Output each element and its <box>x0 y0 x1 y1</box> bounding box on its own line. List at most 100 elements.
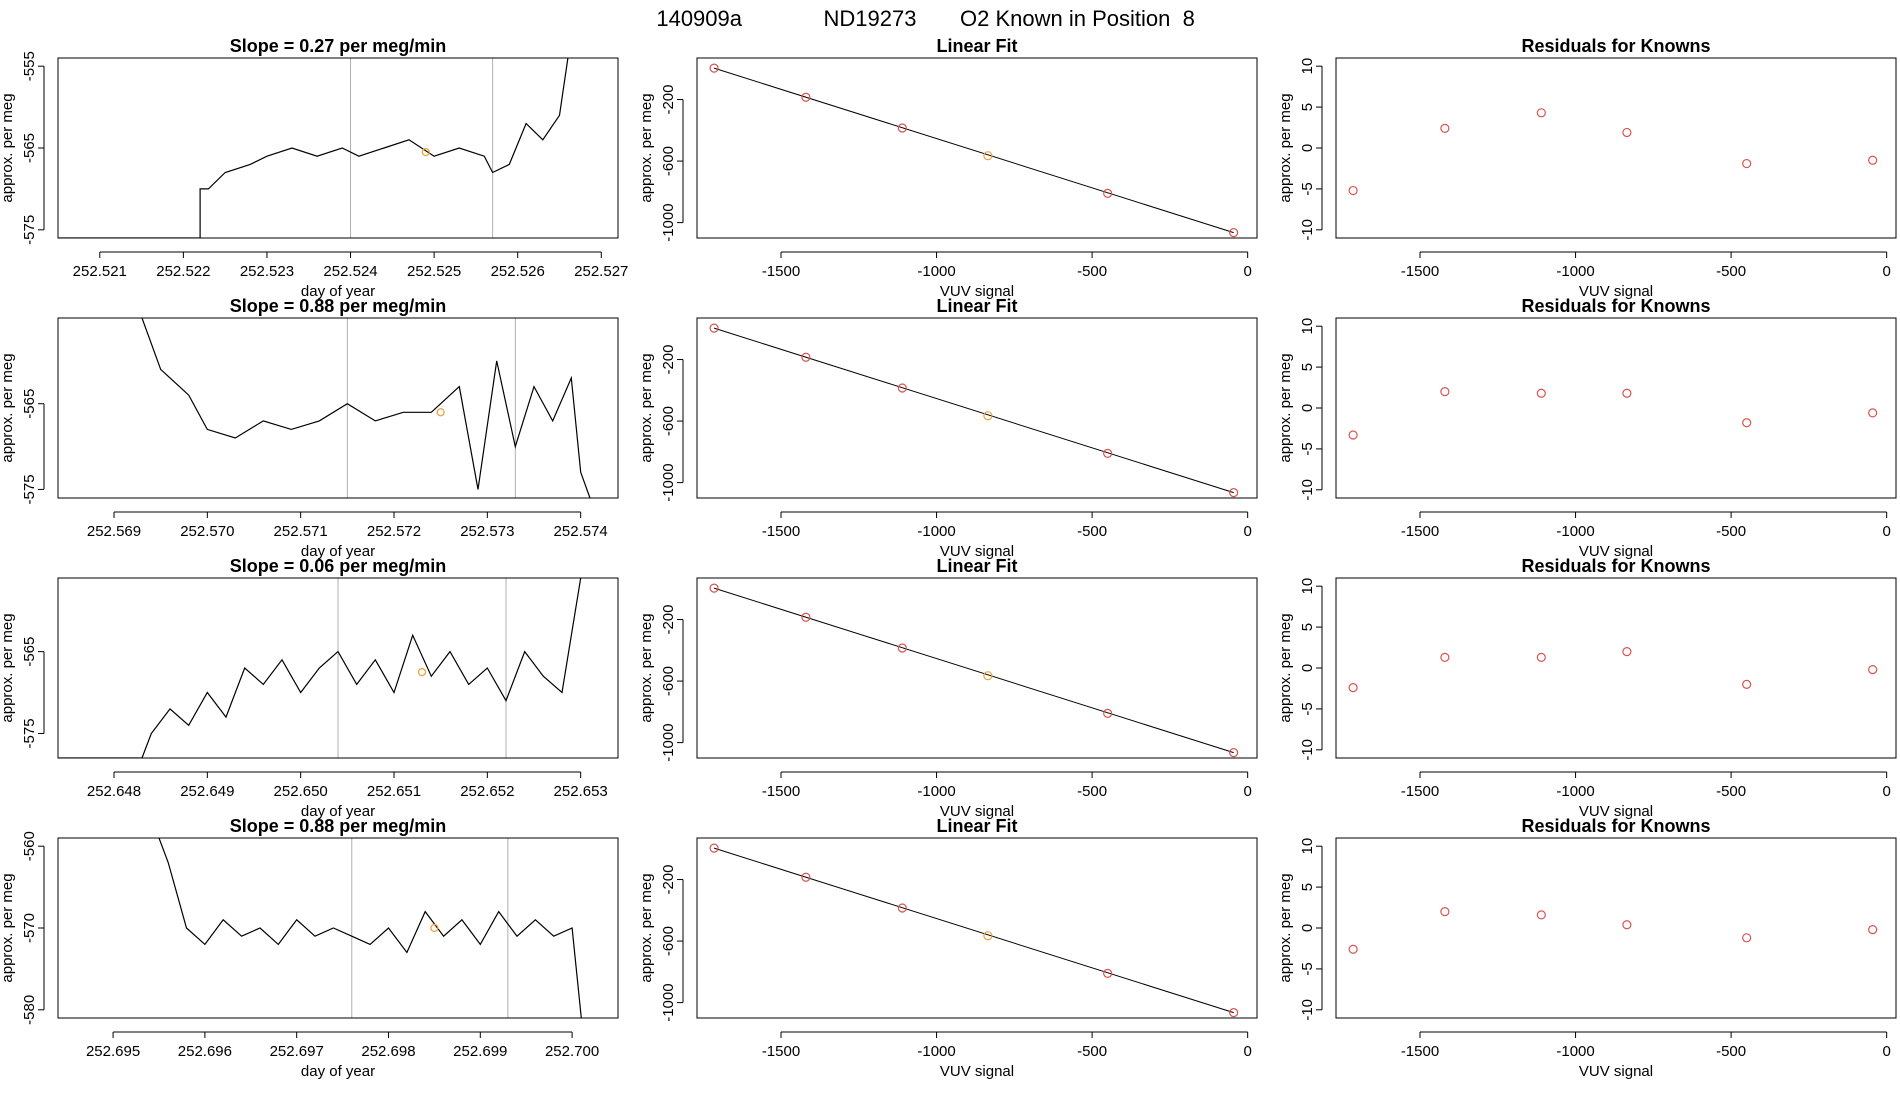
y-tick-label: -5 <box>1299 182 1316 195</box>
data-point <box>1103 708 1113 718</box>
chart-panel-trace-4: Slope = 0.88 per meg/min 252.695 252.696 25… <box>0 816 619 1080</box>
data-point <box>1348 430 1358 440</box>
x-tick-label: -1500 <box>1401 263 1439 280</box>
y-tick-label: -560 <box>21 831 38 861</box>
data-point <box>1348 683 1358 693</box>
y-axis-label: approx. per meg <box>0 873 16 982</box>
chart-panel-fit-3: Linear Fit -1500 -1000 -500 0 VUV signal -1000… <box>638 556 1258 820</box>
data-point <box>1229 748 1239 758</box>
data-point <box>1868 408 1878 418</box>
y-tick-label: -600 <box>660 406 677 436</box>
chart-panel-fit-1: Linear Fit -1500 -1000 -500 0 VUV signal -1000… <box>638 36 1258 300</box>
x-tick-label: -1000 <box>1556 263 1594 280</box>
x-tick-label: 252.653 <box>554 783 608 800</box>
panel-title: Residuals for Knowns <box>1521 556 1710 576</box>
data-point <box>1440 387 1450 397</box>
x-tick-label: 252.572 <box>367 523 421 540</box>
data-point <box>1742 158 1752 169</box>
x-tick-label: 252.698 <box>361 1043 415 1060</box>
signal-trace-line <box>141 318 591 498</box>
x-tick-label: -1000 <box>917 523 955 540</box>
y-axis-label: approx. per meg <box>1277 613 1294 722</box>
y-tick-label: -5 <box>1299 442 1316 455</box>
y-tick-label: 10 <box>1299 578 1316 595</box>
y-tick-label: -200 <box>660 865 677 895</box>
x-tick-label: 252.521 <box>73 263 127 280</box>
x-tick-label: 252.569 <box>87 523 141 540</box>
x-tick-label: 252.651 <box>367 783 421 800</box>
panel-title: Slope = 0.88 per meg/min <box>230 296 447 316</box>
y-axis-label: approx. per meg <box>1277 353 1294 462</box>
data-point <box>709 323 719 333</box>
panel-title: Linear Fit <box>936 816 1017 836</box>
x-tick-label: -1500 <box>1401 523 1439 540</box>
chart-panel-trace-3: Slope = 0.06 per meg/min 252.648 252.649 25… <box>0 556 619 820</box>
x-axis-label: day of year <box>301 283 375 300</box>
x-tick-label: -500 <box>1077 263 1107 280</box>
plot-area <box>709 323 1239 498</box>
data-point <box>709 63 719 73</box>
y-axis-label: approx. per meg <box>638 873 655 982</box>
panel-title: Slope = 0.27 per meg/min <box>230 36 447 56</box>
plot-frame <box>1335 57 1897 239</box>
plot-area <box>158 838 582 1018</box>
y-axis-label: approx. per meg <box>0 353 16 462</box>
x-axis-label: VUV signal <box>940 543 1014 560</box>
y-tick-label: -1000 <box>660 723 677 761</box>
y-tick-label: -5 <box>1299 702 1316 715</box>
data-point <box>1622 388 1632 398</box>
y-axis-label: approx. per meg <box>638 613 655 722</box>
y-tick-label: -200 <box>660 345 677 375</box>
x-tick-label: 252.525 <box>407 263 461 280</box>
data-point <box>1536 388 1546 398</box>
x-tick-label: -1000 <box>917 1043 955 1060</box>
data-point <box>1742 679 1752 689</box>
y-tick-label: -570 <box>21 913 38 943</box>
data-point <box>1868 665 1878 675</box>
plot-frame <box>57 57 619 239</box>
x-axis-label: day of year <box>301 1063 375 1080</box>
panel-title: Linear Fit <box>936 296 1017 316</box>
y-tick-label: 5 <box>1299 103 1316 111</box>
data-point <box>1440 652 1450 662</box>
x-axis-label: day of year <box>301 543 375 560</box>
x-tick-label: -1000 <box>917 263 955 280</box>
x-tick-label: -1500 <box>762 1043 800 1060</box>
x-tick-label: 252.700 <box>545 1043 599 1060</box>
y-tick-label: 10 <box>1299 58 1316 75</box>
data-point <box>897 383 907 393</box>
y-tick-label: -1000 <box>660 203 677 241</box>
y-axis-label: approx. per meg <box>0 613 16 722</box>
data-point <box>983 151 993 161</box>
panel-title: Slope = 0.06 per meg/min <box>230 556 447 576</box>
data-point <box>1348 944 1358 954</box>
data-point <box>1742 418 1752 428</box>
y-tick-label: 0 <box>1299 664 1316 672</box>
chart-panel-residuals-1: Residuals for Knowns -1500 -1000 -500 0 VUV s… <box>1277 36 1897 300</box>
x-tick-label: -500 <box>1077 523 1107 540</box>
data-point <box>897 123 907 133</box>
y-axis-label: approx. per meg <box>638 93 655 202</box>
y-tick-label: -10 <box>1299 999 1316 1021</box>
data-point <box>1622 647 1632 657</box>
plot-area <box>58 58 569 238</box>
signal-trace-line <box>58 578 582 758</box>
y-tick-label: 5 <box>1299 363 1316 371</box>
plot-frame <box>696 57 1258 239</box>
data-point <box>897 903 907 913</box>
x-tick-label: -1000 <box>917 783 955 800</box>
data-point <box>983 671 993 681</box>
y-tick-label: -575 <box>21 718 38 748</box>
y-tick-label: 5 <box>1299 883 1316 891</box>
y-tick-label: 5 <box>1299 623 1316 631</box>
chart-panel-fit-2: Linear Fit -1500 -1000 -500 0 VUV signal -1000… <box>638 296 1258 560</box>
data-point <box>1868 155 1878 165</box>
y-tick-label: -600 <box>660 926 677 956</box>
x-axis-label: VUV signal <box>940 803 1014 820</box>
x-tick-label: -1500 <box>762 783 800 800</box>
run-id: 140909a <box>656 6 742 31</box>
y-tick-label: 0 <box>1299 404 1316 412</box>
data-point <box>1229 1008 1239 1018</box>
fit-line <box>713 847 1234 1014</box>
plot-area <box>709 843 1239 1018</box>
